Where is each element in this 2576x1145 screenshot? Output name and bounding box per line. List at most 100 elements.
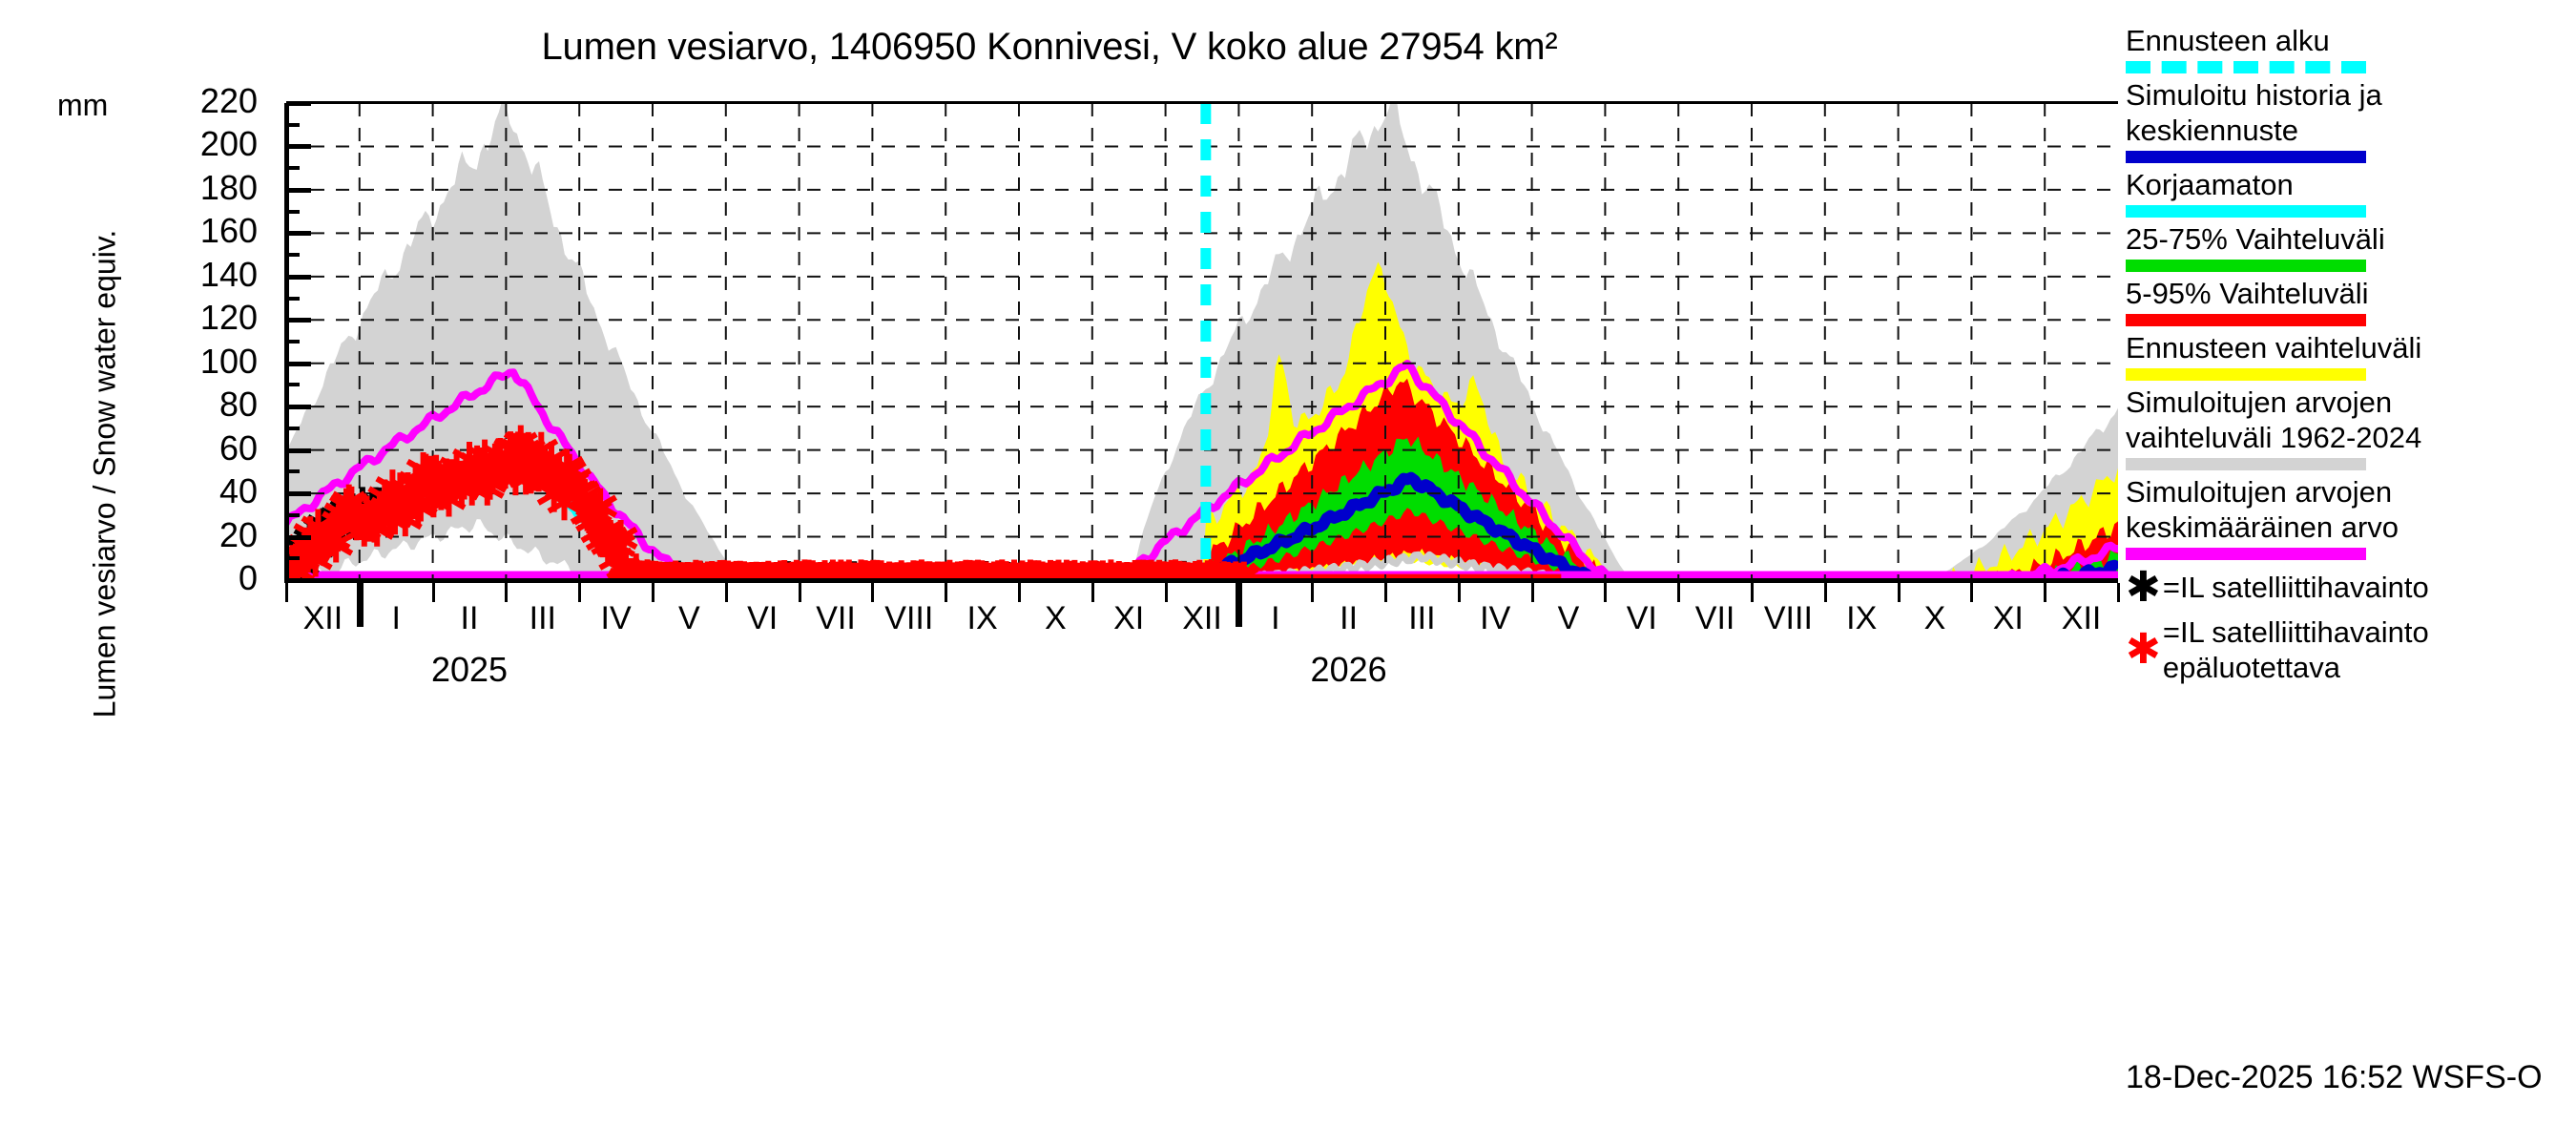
x-tick-mark	[2044, 583, 2047, 602]
x-tick-mark	[1457, 583, 1461, 602]
x-tick-label: V	[678, 600, 700, 636]
x-tick-mark	[871, 583, 875, 602]
legend-item-swatch	[2126, 205, 2366, 218]
x-tick-label: V	[1557, 600, 1580, 636]
y-tick-mark-minor	[286, 556, 300, 561]
plot-canvas	[286, 103, 2118, 580]
legend-item: Simuloitujen arvojen vaihteluväli 1962-2…	[2126, 385, 2574, 470]
x-tick-label: X	[1045, 600, 1067, 636]
y-tick-mark-minor	[286, 122, 300, 127]
x-tick-mark	[1018, 583, 1021, 602]
y-tick-mark	[286, 318, 311, 323]
x-tick-label: XI	[1992, 600, 2024, 636]
x-tick-mark	[1823, 583, 1827, 602]
x-tick-label: VI	[747, 600, 779, 636]
y-tick-mark-minor	[286, 296, 300, 301]
legend-item: 5-95% Vaihteluväli	[2126, 276, 2574, 326]
x-tick-label: IV	[1480, 600, 1511, 636]
legend-item: Korjaamaton	[2126, 167, 2574, 218]
x-axis: XII I II III IV V VI VII VIII IX X XI XII I II III IV V VI…	[285, 583, 2120, 689]
x-tick-label: XII	[302, 600, 343, 636]
y-tick-label: 80	[218, 385, 258, 425]
x-tick-mark	[1677, 583, 1681, 602]
x-tick-label: II	[460, 600, 479, 636]
y-tick-mark	[286, 534, 311, 540]
x-axis-year-label: 2025	[430, 650, 509, 689]
legend-item-swatch	[2126, 260, 2366, 272]
x-tick-label: III	[1408, 600, 1436, 636]
x-tick-mark	[1164, 583, 1168, 602]
y-tick-mark	[286, 274, 311, 280]
plot-area	[286, 103, 2118, 580]
y-tick-label: 0	[238, 558, 258, 597]
y-tick-mark	[286, 187, 311, 193]
asterisk-icon: ✱	[2126, 626, 2161, 673]
y-tick-mark-minor	[286, 512, 300, 517]
x-tick-mark	[1897, 583, 1901, 602]
x-tick-mark	[1970, 583, 1974, 602]
legend-item-label: 5-95% Vaihteluväli	[2126, 277, 2369, 310]
x-tick-mark	[1751, 583, 1754, 602]
x-tick-label: VII	[816, 600, 856, 636]
x-tick-label: I	[391, 600, 401, 636]
legend-item: Simuloitu historia ja keskiennuste	[2126, 77, 2574, 163]
x-tick-mark	[652, 583, 654, 602]
y-tick-mark-minor	[286, 166, 300, 171]
x-tick-mark	[285, 583, 288, 602]
x-tick-label: VI	[1626, 600, 1657, 636]
x-tick-label: VII	[1694, 600, 1735, 636]
x-tick-label: X	[1923, 600, 1946, 636]
y-tick-mark-minor	[286, 253, 300, 258]
y-tick-label: 100	[199, 341, 258, 381]
legend-item-label: Ennusteen vaihteluväli	[2126, 331, 2422, 364]
x-tick-mark	[724, 583, 728, 602]
x-tick-mark	[1091, 583, 1094, 602]
x-tick-label: XII	[1182, 600, 1222, 636]
y-tick-mark	[286, 578, 311, 583]
x-tick-label: XI	[1113, 600, 1145, 636]
legend-marker-item: ✱ =IL satelliittihavainto epäluotettava	[2126, 614, 2574, 685]
y-tick-mark	[286, 231, 311, 237]
x-tick-label: III	[529, 600, 556, 636]
y-tick-mark-minor	[286, 340, 300, 344]
x-tick-label: IV	[600, 600, 632, 636]
axis-top-rule	[286, 101, 2118, 104]
y-tick-mark	[286, 491, 311, 497]
x-tick-mark	[1604, 583, 1608, 602]
legend-marker-label: =IL satelliittihavainto epäluotettava	[2162, 615, 2429, 684]
y-tick-mark	[286, 101, 311, 106]
x-tick-year-boundary	[1236, 583, 1243, 627]
chart-title: Lumen vesiarvo, 1406950 Konnivesi, V kok…	[541, 26, 1558, 68]
x-tick-year-boundary	[356, 583, 364, 627]
y-tick-mark	[286, 144, 311, 150]
legend-item: Ennusteen alku	[2126, 23, 2574, 73]
legend-item-swatch	[2126, 548, 2366, 560]
x-tick-mark	[1384, 583, 1387, 602]
footer-timestamp: 18-Dec-2025 16:52 WSFS-O	[2126, 1059, 2543, 1095]
x-tick-mark	[2117, 583, 2120, 602]
y-tick-mark	[286, 448, 311, 453]
legend-item-label: 25-75% Vaihteluväli	[2126, 222, 2385, 256]
y-tick-mark	[286, 361, 311, 366]
y-axis-tick-labels: 0 20 40 60 80 100 120 140 160 180 200 220	[105, 0, 258, 1145]
legend: Ennusteen alku Simuloitu historia ja kesk…	[2126, 23, 2574, 901]
legend-marker-label: =IL satelliittihavainto	[2162, 571, 2429, 604]
legend-item-swatch	[2126, 61, 2366, 73]
y-tick-label: 60	[218, 427, 258, 468]
satellite-observation-unreliable	[1229, 561, 1259, 580]
y-tick-mark-minor	[286, 469, 300, 474]
x-tick-label: II	[1340, 600, 1359, 636]
x-tick-label: VIII	[884, 600, 934, 636]
y-tick-mark	[286, 405, 311, 410]
legend-item: Ennusteen vaihteluväli	[2126, 330, 2574, 381]
y-tick-mark-minor	[286, 209, 300, 214]
y-tick-label: 200	[199, 124, 258, 164]
legend-item-swatch	[2126, 368, 2366, 381]
y-tick-label: 220	[199, 81, 258, 120]
y-tick-label: 160	[199, 211, 258, 251]
x-tick-label: I	[1271, 600, 1280, 636]
legend-item: Simuloitujen arvojen keskimääräinen arvo	[2126, 474, 2574, 560]
y-axis-unit: mm	[57, 88, 109, 122]
x-tick-mark	[578, 583, 582, 602]
